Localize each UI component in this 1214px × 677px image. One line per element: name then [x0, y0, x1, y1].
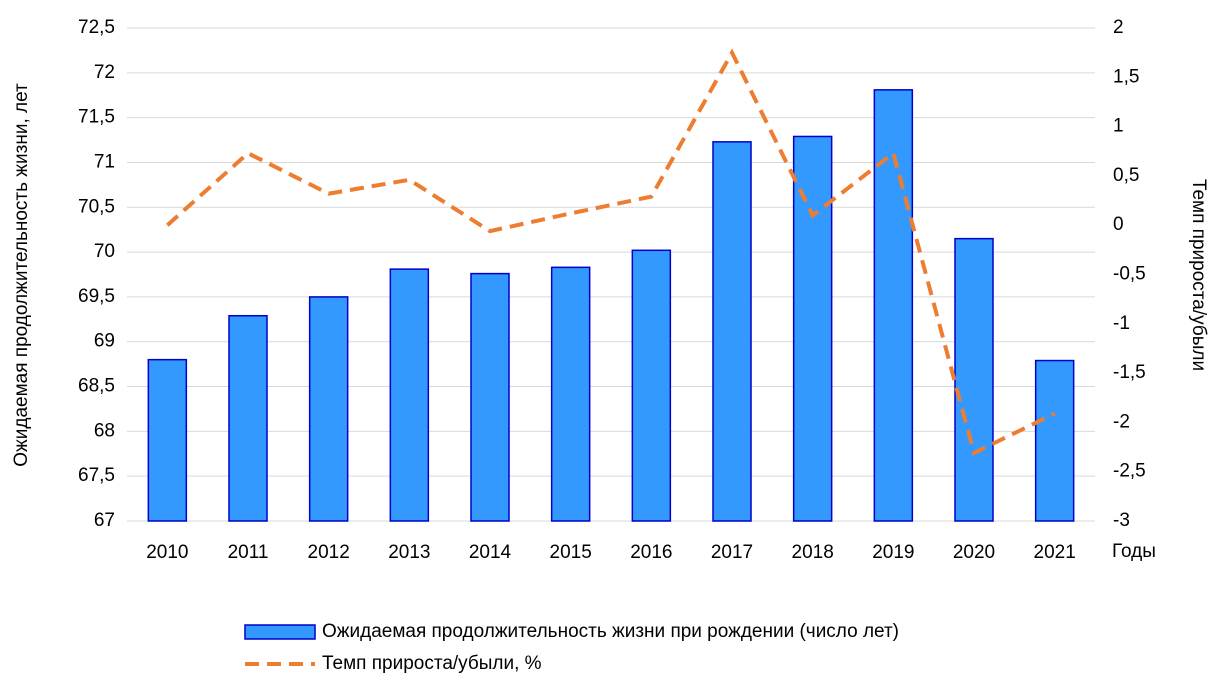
yticks-label: 70,5 — [78, 196, 115, 217]
bar — [1034, 359, 1075, 522]
bar — [631, 249, 672, 522]
y2ticks-label: 1,5 — [1113, 66, 1139, 87]
y-axis-label: Ожидаемая продолжительность жизни, лет — [11, 83, 32, 467]
line — [166, 48, 1056, 456]
yticks-label: 72 — [94, 62, 115, 83]
yticks-label: 69 — [94, 331, 115, 352]
y2ticks-label: 1 — [1113, 116, 1124, 137]
x-tick-label: 2017 — [711, 542, 753, 563]
y2ticks-label: -3 — [1113, 510, 1130, 531]
y2-axis-label: Темп прироста/убыли — [1188, 179, 1209, 371]
x-tick-label: 2020 — [953, 542, 995, 563]
bar — [470, 272, 510, 522]
yticks-label: 71 — [94, 151, 115, 172]
y2ticks-label: 0,5 — [1113, 165, 1139, 186]
bar — [308, 296, 349, 522]
x-tick-label: 2014 — [469, 542, 512, 563]
x-tick-label: 2013 — [388, 542, 430, 563]
x-tick-label: 2019 — [872, 542, 914, 563]
yticks-label: 67,5 — [78, 465, 115, 486]
x-tick-label: 2018 — [792, 542, 834, 563]
legend-label: Темп прироста/убыли, % — [322, 653, 542, 674]
yticks-label: 68 — [94, 420, 115, 441]
yticks-label: 69,5 — [78, 286, 115, 307]
y2ticks-label: -1 — [1113, 313, 1130, 334]
x-tick-label: 2012 — [308, 542, 350, 563]
y2ticks-label: -0,5 — [1113, 264, 1146, 285]
x-tick-label: 2015 — [550, 542, 592, 563]
y2ticks-label: -2 — [1113, 411, 1130, 432]
yticks-label: 72,5 — [78, 17, 115, 38]
bar — [389, 268, 430, 522]
x-tick-label: 2016 — [630, 542, 672, 563]
bar — [147, 358, 188, 522]
y2ticks-label: -1,5 — [1113, 362, 1146, 383]
x-tick-label: 2010 — [146, 542, 188, 563]
yticks-label: 68,5 — [78, 376, 115, 397]
yticks-label: 70 — [94, 241, 115, 262]
legend-swatch — [244, 624, 316, 640]
legend-label: Ожидаемая продолжительность жизни при ро… — [322, 621, 899, 642]
bar — [792, 135, 833, 522]
bar — [954, 237, 994, 522]
x-axis-label: Годы — [1112, 541, 1156, 562]
yticks-label: 67 — [94, 510, 115, 531]
y2ticks-label: 0 — [1113, 214, 1124, 235]
y2ticks-label: -2,5 — [1113, 461, 1146, 482]
x-tick-label: 2011 — [228, 542, 269, 563]
bar — [550, 266, 591, 522]
x-tick-label: 2021 — [1034, 542, 1076, 563]
bar — [712, 141, 752, 522]
bar — [228, 314, 268, 522]
yticks-label: 71,5 — [78, 107, 115, 128]
y2ticks-label: 2 — [1113, 17, 1124, 38]
